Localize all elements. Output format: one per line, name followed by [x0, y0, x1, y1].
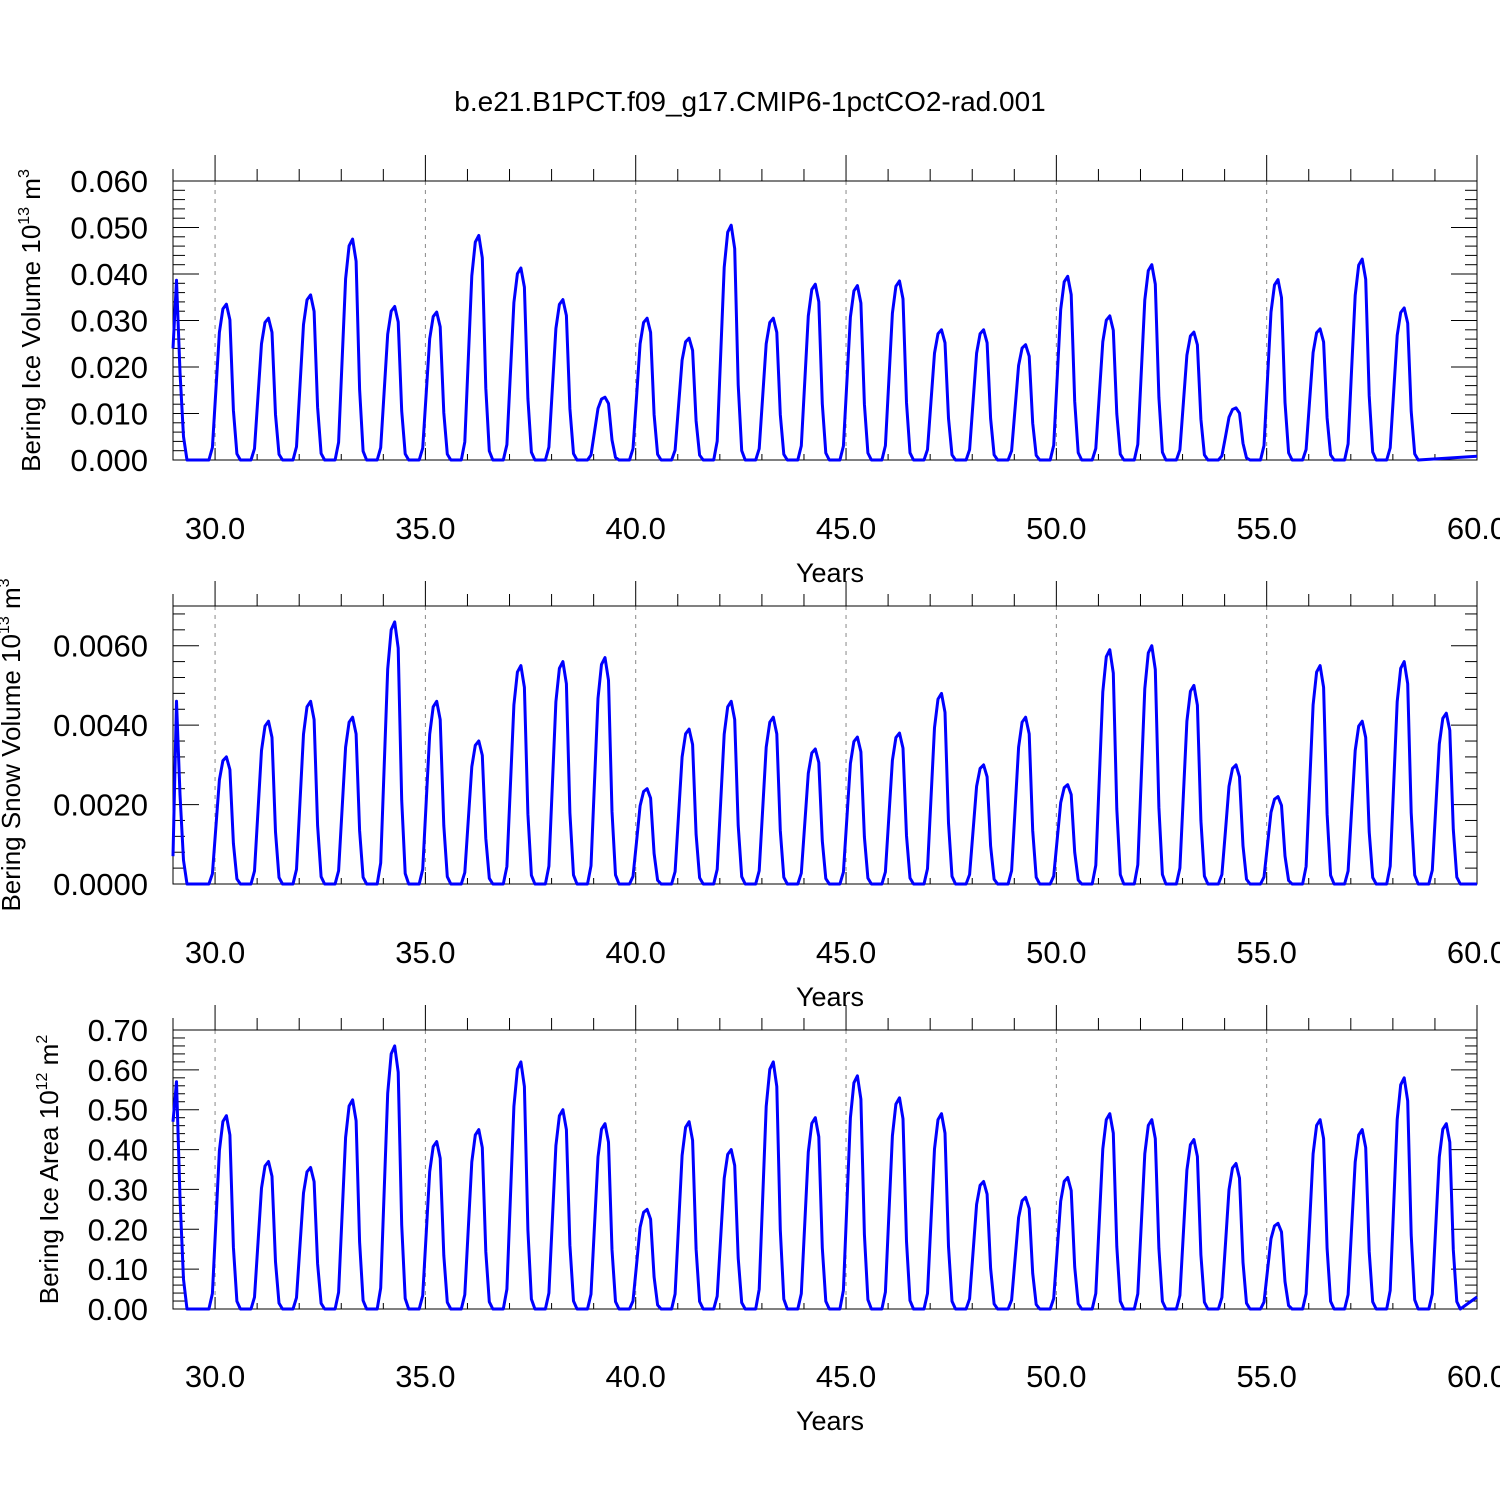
chart-panel-1: 0.000 0.010 0.020 0.030 0.040 0.050 0.060 30.0 3… — [16, 155, 1500, 588]
y-tick-label: 0.020 — [70, 350, 148, 385]
x-tick-label: 40.0 — [606, 1359, 666, 1394]
y-axis-title-exponent: 13 — [16, 207, 33, 225]
y-axis-title-exponent: 3 — [16, 169, 33, 178]
y-axis-title: Bering Ice Volume 1013 m3 — [16, 169, 46, 472]
series-line — [171, 223, 1478, 462]
y-tick-label: 0.000 — [70, 443, 148, 478]
y-tick-label: 0.030 — [70, 304, 148, 339]
x-tick-label: 60.0 — [1447, 935, 1500, 970]
x-tick-label: 40.0 — [606, 511, 666, 546]
y-axis-title: Bering Snow Volume 1013 m3 — [0, 578, 26, 911]
x-tick-label: 55.0 — [1237, 1359, 1297, 1394]
y-tick-label: 0.0020 — [53, 788, 148, 823]
y-axis-title-part: m — [16, 178, 46, 207]
plot-frame — [172, 605, 1478, 885]
x-tick-label: 35.0 — [395, 511, 455, 546]
y-tick-label: 0.0000 — [53, 867, 148, 902]
y-tick-label: 0.10 — [88, 1252, 148, 1287]
x-tick-label: 60.0 — [1447, 1359, 1500, 1394]
x-tick-label: 55.0 — [1237, 511, 1297, 546]
x-tick-label: 50.0 — [1026, 511, 1086, 546]
y-tick-label: 0.010 — [70, 397, 148, 432]
x-tick-label: 60.0 — [1447, 511, 1500, 546]
y-tick-label: 0.050 — [70, 211, 148, 246]
y-axis-title-part: m — [34, 1044, 64, 1073]
y-tick-label: 0.0060 — [53, 629, 148, 664]
series-line — [171, 1044, 1478, 1311]
x-tick-label: 55.0 — [1237, 935, 1297, 970]
figure-title: b.e21.B1PCT.f09_g17.CMIP6-1pctCO2-rad.00… — [454, 86, 1046, 117]
y-axis-title-part: Bering Ice Volume 10 — [16, 225, 46, 472]
x-tick-label: 30.0 — [185, 511, 245, 546]
x-tick-label: 35.0 — [395, 1359, 455, 1394]
y-tick-label: 0.70 — [88, 1013, 148, 1048]
y-tick-label: 0.00 — [88, 1292, 148, 1327]
x-tick-label: 35.0 — [395, 935, 455, 970]
x-tick-label: 45.0 — [816, 935, 876, 970]
x-tick-label: 40.0 — [606, 935, 666, 970]
y-tick-label: 0.60 — [88, 1053, 148, 1088]
x-tick-label: 50.0 — [1026, 1359, 1086, 1394]
x-axis-title: Years — [796, 1406, 864, 1436]
x-tick-label: 30.0 — [185, 935, 245, 970]
plot-frame — [172, 1029, 1478, 1310]
y-axis-title-part: Bering Ice Area 10 — [34, 1090, 64, 1304]
y-axis-title: Bering Ice Area 1012 m2 — [34, 1035, 64, 1305]
y-axis-title-exponent: 12 — [34, 1072, 51, 1090]
x-axis-title: Years — [796, 558, 864, 588]
y-axis-title-exponent: 2 — [34, 1035, 51, 1044]
y-tick-label: 0.040 — [70, 257, 148, 292]
series-line — [171, 620, 1477, 886]
y-axis-title-part: m — [0, 587, 26, 616]
x-tick-label: 30.0 — [185, 1359, 245, 1394]
x-tick-label: 45.0 — [816, 1359, 876, 1394]
y-tick-label: 0.50 — [88, 1093, 148, 1128]
y-tick-label: 0.060 — [70, 164, 148, 199]
y-tick-label: 0.20 — [88, 1212, 148, 1247]
y-axis-title-part: Bering Snow Volume 10 — [0, 634, 26, 912]
x-tick-label: 50.0 — [1026, 935, 1086, 970]
chart-panel-3: 0.00 0.10 0.20 0.30 0.40 0.50 0.60 0.70 30.0 35.0… — [34, 1005, 1500, 1436]
x-tick-label: 45.0 — [816, 511, 876, 546]
y-axis-title-exponent: 3 — [0, 578, 13, 587]
x-axis-title: Years — [796, 982, 864, 1012]
y-tick-label: 0.0040 — [53, 708, 148, 743]
y-axis-title-exponent: 13 — [0, 616, 13, 634]
chart-panel-2: 0.0000 0.0020 0.0040 0.0060 30.0 35.0 40.0 45.0… — [0, 578, 1500, 1012]
y-tick-label: 0.40 — [88, 1133, 148, 1168]
y-tick-label: 0.30 — [88, 1172, 148, 1207]
